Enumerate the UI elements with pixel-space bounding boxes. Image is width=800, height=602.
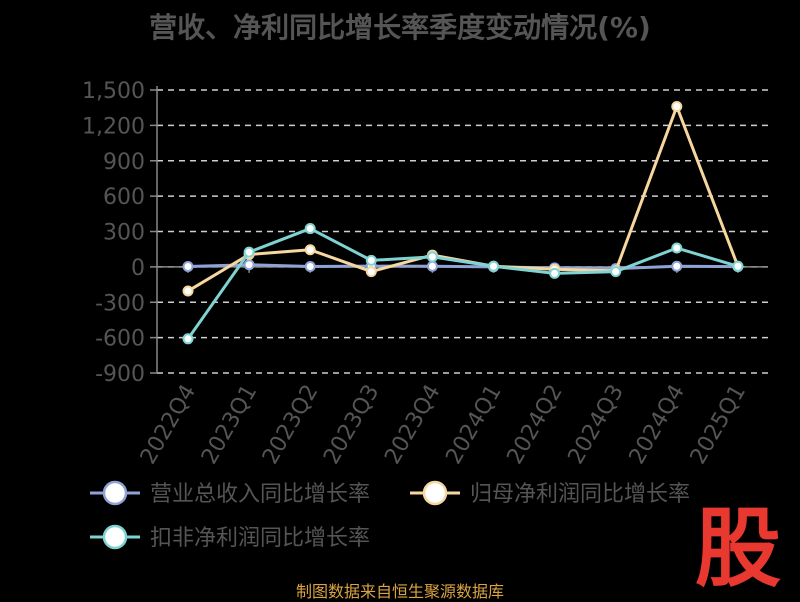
y-tick-label: 300 (103, 221, 145, 246)
x-tick-label: 2023Q1 (197, 381, 262, 469)
x-tick-label: 2022Q4 (136, 381, 201, 469)
watermark-logo: 股 (695, 499, 781, 594)
y-tick-label: 600 (103, 185, 145, 210)
y-tick-label: -600 (95, 327, 145, 352)
x-tick-label: 2024Q3 (564, 381, 629, 469)
data-point[interactable] (671, 260, 683, 272)
data-point[interactable] (304, 244, 316, 256)
legend-marker (102, 480, 128, 506)
y-tick-label: -300 (95, 291, 145, 316)
legend-item[interactable]: 归母净利润同比增长率 (410, 480, 690, 507)
legend-item[interactable]: 营业总收入同比增长率 (90, 480, 370, 507)
data-point[interactable] (365, 266, 377, 278)
y-tick-label: -900 (95, 362, 145, 387)
x-tick-label: 2023Q4 (380, 381, 445, 469)
x-axis-ticks: 2022Q42023Q12023Q22023Q32023Q42024Q12024… (136, 266, 751, 469)
data-point[interactable] (182, 333, 194, 345)
x-tick-label: 2024Q1 (441, 381, 506, 469)
series-line (186, 227, 739, 340)
data-point[interactable] (182, 285, 194, 297)
series-lines (182, 101, 744, 345)
y-axis-ticks: 1,500 1,200 900 600 300 0 -300 -600 -900 (82, 79, 157, 387)
series-deducted_profit (182, 223, 744, 345)
data-point[interactable] (671, 242, 683, 254)
x-tick-label: 2023Q2 (258, 381, 323, 469)
legend-marker (102, 524, 128, 550)
data-point[interactable] (243, 246, 255, 258)
svg-text:股: 股 (695, 499, 781, 594)
legend-item[interactable]: 扣非净利润同比增长率 (90, 524, 370, 551)
data-point[interactable] (671, 101, 683, 113)
y-tick-label: 1,500 (82, 79, 145, 104)
axes (156, 86, 768, 373)
data-point[interactable] (610, 266, 622, 278)
data-point[interactable] (549, 267, 561, 279)
legend-label: 扣非净利润同比增长率 (150, 526, 370, 551)
legend-label: 营业总收入同比增长率 (150, 482, 370, 507)
y-tick-label: 900 (103, 150, 145, 175)
source-note: 制图数据来自恒生聚源数据库 (295, 582, 504, 601)
data-point[interactable] (365, 254, 377, 266)
data-point[interactable] (304, 223, 316, 235)
data-point[interactable] (426, 251, 438, 263)
legend-label: 归母净利润同比增长率 (470, 482, 690, 507)
grid-lines (157, 89, 768, 374)
data-point[interactable] (488, 260, 499, 272)
chart-title: 营收、净利同比增长率季度变动情况(%) (149, 11, 651, 44)
series-line (187, 263, 738, 271)
y-tick-label: 0 (131, 256, 145, 281)
data-point[interactable] (182, 261, 194, 273)
x-tick-label: 2024Q2 (502, 381, 567, 469)
data-point[interactable] (243, 259, 255, 271)
legend-marker (422, 480, 448, 506)
data-point[interactable] (304, 261, 316, 273)
x-tick-label: 2025Q1 (686, 381, 751, 469)
data-point[interactable] (732, 260, 744, 272)
x-tick-label: 2023Q3 (319, 381, 384, 469)
series-line (187, 105, 740, 293)
y-tick-label: 1,200 (82, 114, 145, 139)
x-tick-label: 2024Q4 (625, 381, 690, 469)
data-point[interactable] (426, 260, 438, 272)
